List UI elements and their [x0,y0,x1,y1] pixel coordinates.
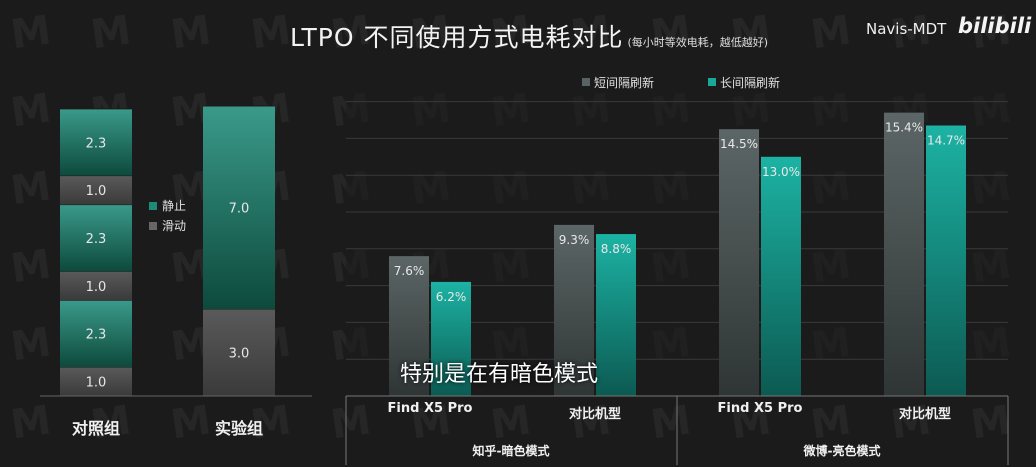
legend-label: 长间隔刷新 [720,75,780,90]
category-label: Find X5 Pro [388,401,473,416]
category-label: Find X5 Pro [718,401,803,416]
legend-swatch [149,222,157,230]
stacked-bar-segment [60,300,132,367]
bar-value-label: 9.3% [559,233,590,247]
chart-title-note: (每小时等效电耗，越低越好) [627,36,769,49]
bar-long-refresh [926,125,966,397]
category-label: 对照组 [72,419,120,438]
segment-value-label: 7.0 [229,202,250,217]
chart-title-text: LTPO 不同使用方式电耗对比 [290,23,624,52]
bar-value-label: 14.5% [720,137,758,151]
group-label: 知乎-暗色模式 [472,443,550,458]
legend-swatch [149,202,157,210]
segment-value-label: 3.0 [229,347,250,362]
bar-short-refresh [389,256,429,396]
category-label: 对比机型 [569,406,621,422]
bar-value-label: 7.6% [394,264,425,278]
bar-long-refresh [761,156,801,396]
bar-short-refresh [884,112,924,396]
segment-value-label: 2.3 [86,328,107,343]
bar-value-label: 15.4% [885,121,923,135]
bar-value-label: 8.8% [601,242,632,256]
bar-value-label: 6.2% [436,290,467,304]
stacked-bar-segment [203,106,275,309]
bar-long-refresh [431,281,471,396]
video-subtitle: 特别是在有暗色模式 [400,362,599,387]
segment-value-label: 1.0 [86,184,107,199]
bar-short-refresh [554,224,594,396]
stacked-bar-segment [203,309,275,396]
legend-label: 滑动 [162,219,186,233]
legend-label: 静止 [162,199,186,213]
stacked-bar-segment [60,108,132,176]
legend-label: 短间隔刷新 [594,75,654,90]
segment-value-label: 1.0 [86,376,107,391]
legend-swatch [708,78,716,86]
segment-value-label: 1.0 [86,280,107,295]
brand-label: Navis-MDT [866,20,947,38]
chart-title: LTPO 不同使用方式电耗对比 (每小时等效电耗，越低越好) [290,18,768,54]
bar-value-label: 13.0% [762,165,800,179]
stacked-bar-segment [60,367,132,396]
stacked-bar-segment [60,271,132,301]
bar-value-label: 14.7% [927,134,965,148]
bar-long-refresh [596,234,636,396]
group-label: 微博-亮色模式 [803,443,881,458]
segment-value-label: 2.3 [86,232,107,247]
legend-swatch [582,78,590,86]
category-label: 对比机型 [899,406,951,422]
category-label: 实验组 [215,419,263,438]
bar-short-refresh [719,129,759,396]
stacked-bar-segment [60,204,132,272]
stacked-bar-segment [60,175,132,205]
bilibili-logo: bilibili [958,14,1032,38]
segment-value-label: 2.3 [86,136,107,151]
